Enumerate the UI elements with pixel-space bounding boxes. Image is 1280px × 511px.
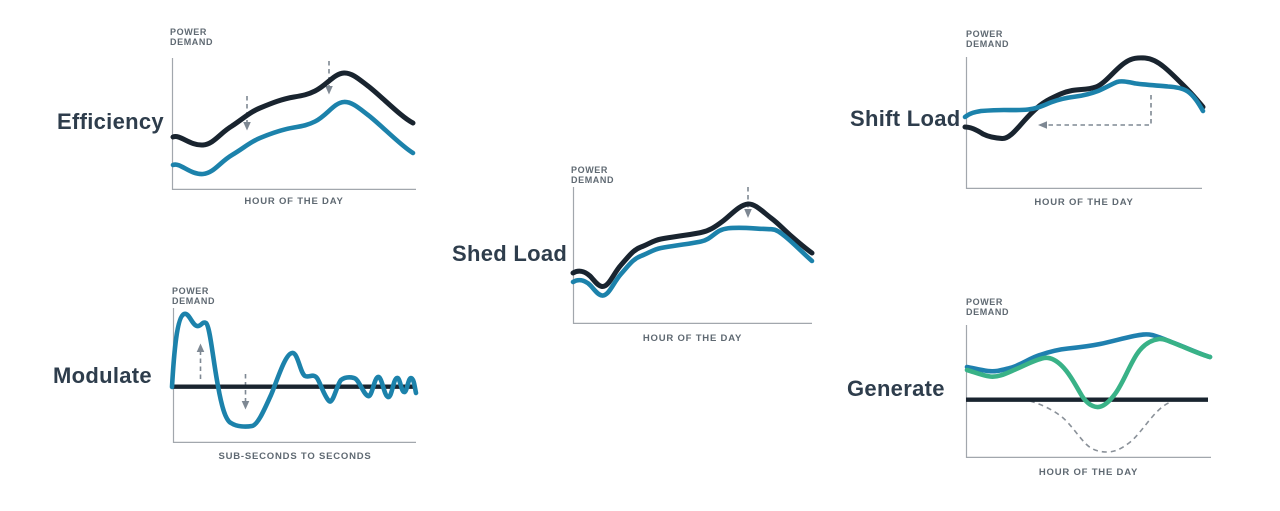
x-axis-label: HOUR OF THE DAY	[1034, 197, 1134, 208]
shift-load-plot	[962, 55, 1206, 189]
generation-output-dashed-curve	[1029, 400, 1173, 453]
curve-shed-demand	[570, 225, 815, 298]
shift-left-arrow	[1045, 95, 1152, 126]
x-axis-label: HOUR OF THE DAY	[642, 333, 743, 344]
y-axis-label: POWER DEMAND	[966, 29, 1010, 49]
chart-title-shed-load: Shed Load	[452, 241, 568, 266]
y-axis-label: POWER DEMAND	[172, 286, 216, 306]
x-axis-label: HOUR OF THE DAY	[1038, 467, 1139, 478]
shed-load-plot	[570, 187, 815, 324]
x-axis-label: HOUR OF THE DAY	[244, 196, 344, 207]
axes	[965, 57, 1202, 189]
chart-title-generate: Generate	[847, 376, 945, 401]
down-arrow-head	[744, 209, 752, 218]
curve-gross-demand	[964, 332, 1213, 374]
curve-net-demand	[964, 336, 1213, 410]
curve-shifted-demand	[962, 79, 1206, 120]
down-arrow-2-head	[325, 86, 333, 95]
curve-efficient-demand	[170, 99, 416, 177]
down-arrow-head	[241, 401, 250, 410]
chart-title-modulate: Modulate	[53, 363, 152, 388]
y-axis-label: POWER DEMAND	[966, 297, 1010, 317]
chart-title-shift-load: Shift Load	[850, 106, 961, 131]
down-arrow-1-head	[243, 122, 251, 131]
curve-original-demand	[962, 55, 1206, 141]
axes	[572, 187, 812, 324]
generate-plot	[964, 325, 1213, 458]
chart-title-efficiency: Efficiency	[57, 109, 164, 134]
y-axis-label: POWER DEMAND	[571, 165, 615, 185]
efficiency-plot	[170, 58, 416, 190]
curve-original-demand	[170, 70, 416, 148]
modulate-plot	[169, 308, 419, 443]
up-arrow-head	[196, 343, 205, 352]
curve-original-demand	[570, 201, 815, 289]
axes	[171, 58, 416, 190]
curve-modulating-demand	[169, 311, 419, 429]
y-axis-label: POWER DEMAND	[170, 27, 214, 47]
shift-left-arrow-head	[1038, 121, 1047, 129]
x-axis-label: SUB-SECONDS TO SECONDS	[218, 451, 372, 462]
